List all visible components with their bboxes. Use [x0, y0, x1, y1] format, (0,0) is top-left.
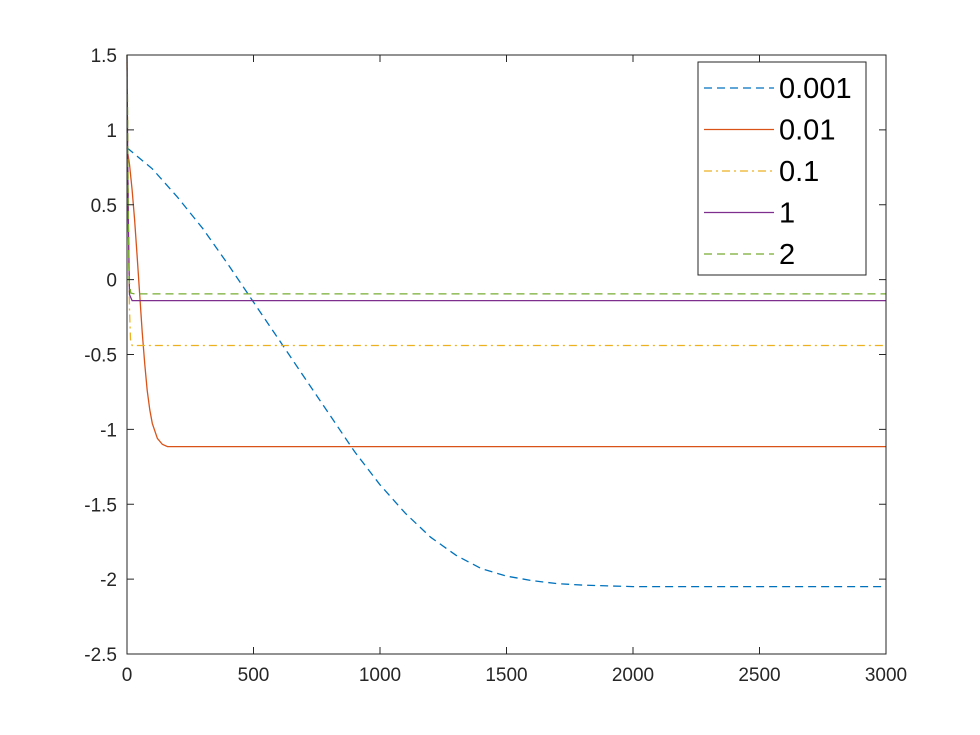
x-tick-label: 1500	[485, 665, 527, 686]
series-layer	[126, 54, 886, 588]
x-tick-label: 1000	[359, 665, 401, 686]
y-tick-label: -0.5	[84, 346, 117, 367]
x-tick-label: 500	[238, 665, 270, 686]
legend-label: 1	[779, 198, 795, 230]
legend-box	[697, 61, 867, 276]
y-tick-label: 1	[106, 121, 117, 142]
series-line-0-001	[126, 147, 886, 588]
series-line-0-01	[126, 147, 886, 448]
x-tick-label: 2000	[612, 665, 654, 686]
legend-label: 0.001	[779, 73, 852, 105]
legend-label: 0.1	[779, 156, 819, 188]
legend-label: 2	[779, 239, 795, 271]
legend: 0.001 0.01 0.1 1 2	[697, 61, 867, 276]
y-tick-label: -2	[100, 570, 117, 591]
x-axis: 0 500 1000 1500 2000 2500 3000	[122, 55, 907, 686]
legend-label: 0.01	[779, 115, 835, 147]
y-tick-label: -2.5	[84, 645, 117, 666]
series-line-2	[126, 54, 886, 295]
y-axis: -2.5 -2 -1.5 -1 -0.5 0 0.5 1 1.5	[84, 46, 886, 666]
y-tick-label: -1.5	[84, 495, 117, 516]
x-tick-label: 3000	[865, 665, 907, 686]
x-tick-label: 0	[122, 665, 133, 686]
x-tick-label: 2500	[738, 665, 780, 686]
y-tick-label: 0	[106, 271, 117, 292]
y-tick-label: -1	[100, 420, 117, 441]
y-tick-label: 1.5	[91, 46, 117, 67]
y-tick-label: 0.5	[91, 196, 117, 217]
